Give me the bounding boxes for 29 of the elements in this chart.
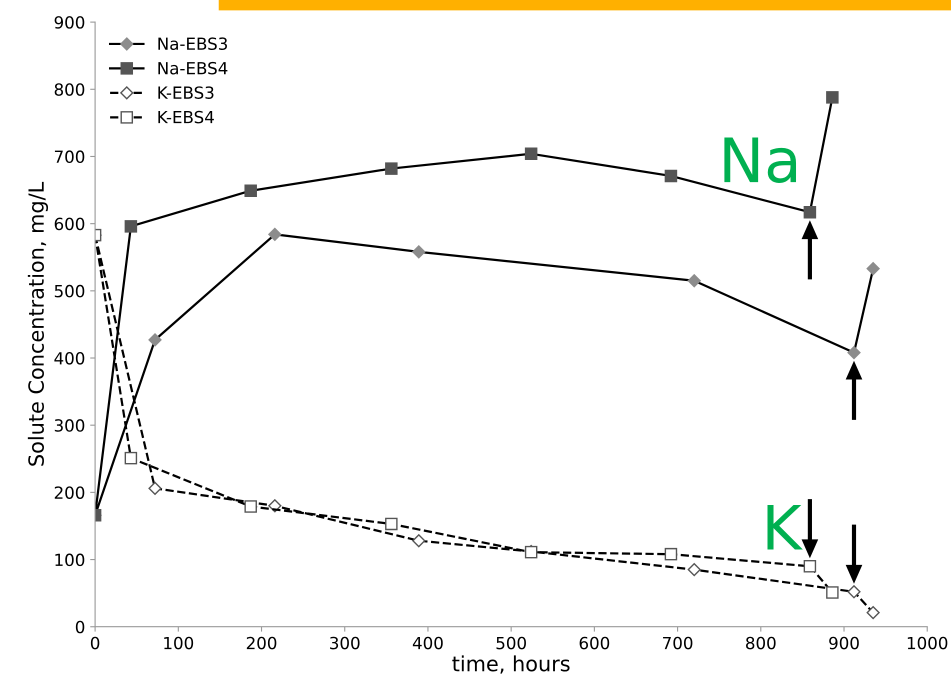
y-tick-label: 300 <box>54 419 84 432</box>
y-axis-title: Solute Concentration, mg/L <box>28 182 48 466</box>
legend-label: Na-EBS4 <box>158 62 228 74</box>
x-tick-label: 600 <box>580 636 610 650</box>
x-tick-label: 0 <box>90 636 100 650</box>
x-tick-label: 300 <box>330 636 360 650</box>
legend-label: K-EBS4 <box>158 110 214 124</box>
x-tick-label: 1000 <box>908 636 948 650</box>
y-tick-label: 500 <box>54 284 84 298</box>
y-tick-label: 600 <box>54 218 84 230</box>
x-tick-label: 700 <box>663 636 692 650</box>
y-tick-label: 800 <box>54 83 84 96</box>
legend-label: Na-EBS3 <box>158 37 227 50</box>
x-tick-label: 200 <box>246 636 276 650</box>
y-tick-label: 0 <box>76 620 84 634</box>
y-tick-label: 100 <box>55 554 84 566</box>
annotation: Na <box>724 138 796 183</box>
y-tick-label: 400 <box>54 352 84 365</box>
x-tick-label: 100 <box>164 636 194 650</box>
y-tick-label: 900 <box>54 16 84 29</box>
x-tick-label: 900 <box>829 636 859 650</box>
y-tick-label: 700 <box>54 150 84 164</box>
x-tick-label: 800 <box>746 636 776 650</box>
x-tick-label: 500 <box>496 636 526 650</box>
legend-label: K-EBS3 <box>158 86 214 99</box>
annotation: K <box>767 504 803 550</box>
x-tick-label: 400 <box>412 636 443 650</box>
y-tick-label: 200 <box>54 486 84 499</box>
x-axis-title: time, hours <box>452 655 570 674</box>
